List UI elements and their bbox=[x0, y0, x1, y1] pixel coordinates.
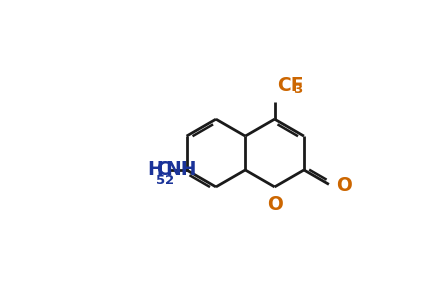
Text: 3: 3 bbox=[293, 83, 302, 96]
Text: 2: 2 bbox=[165, 174, 174, 187]
Text: 5: 5 bbox=[156, 174, 166, 187]
Text: H: H bbox=[147, 160, 163, 179]
Text: NH: NH bbox=[165, 160, 196, 179]
Text: O: O bbox=[337, 176, 352, 195]
Text: O: O bbox=[267, 195, 282, 214]
Text: C: C bbox=[156, 160, 170, 179]
Text: CF: CF bbox=[277, 76, 304, 94]
